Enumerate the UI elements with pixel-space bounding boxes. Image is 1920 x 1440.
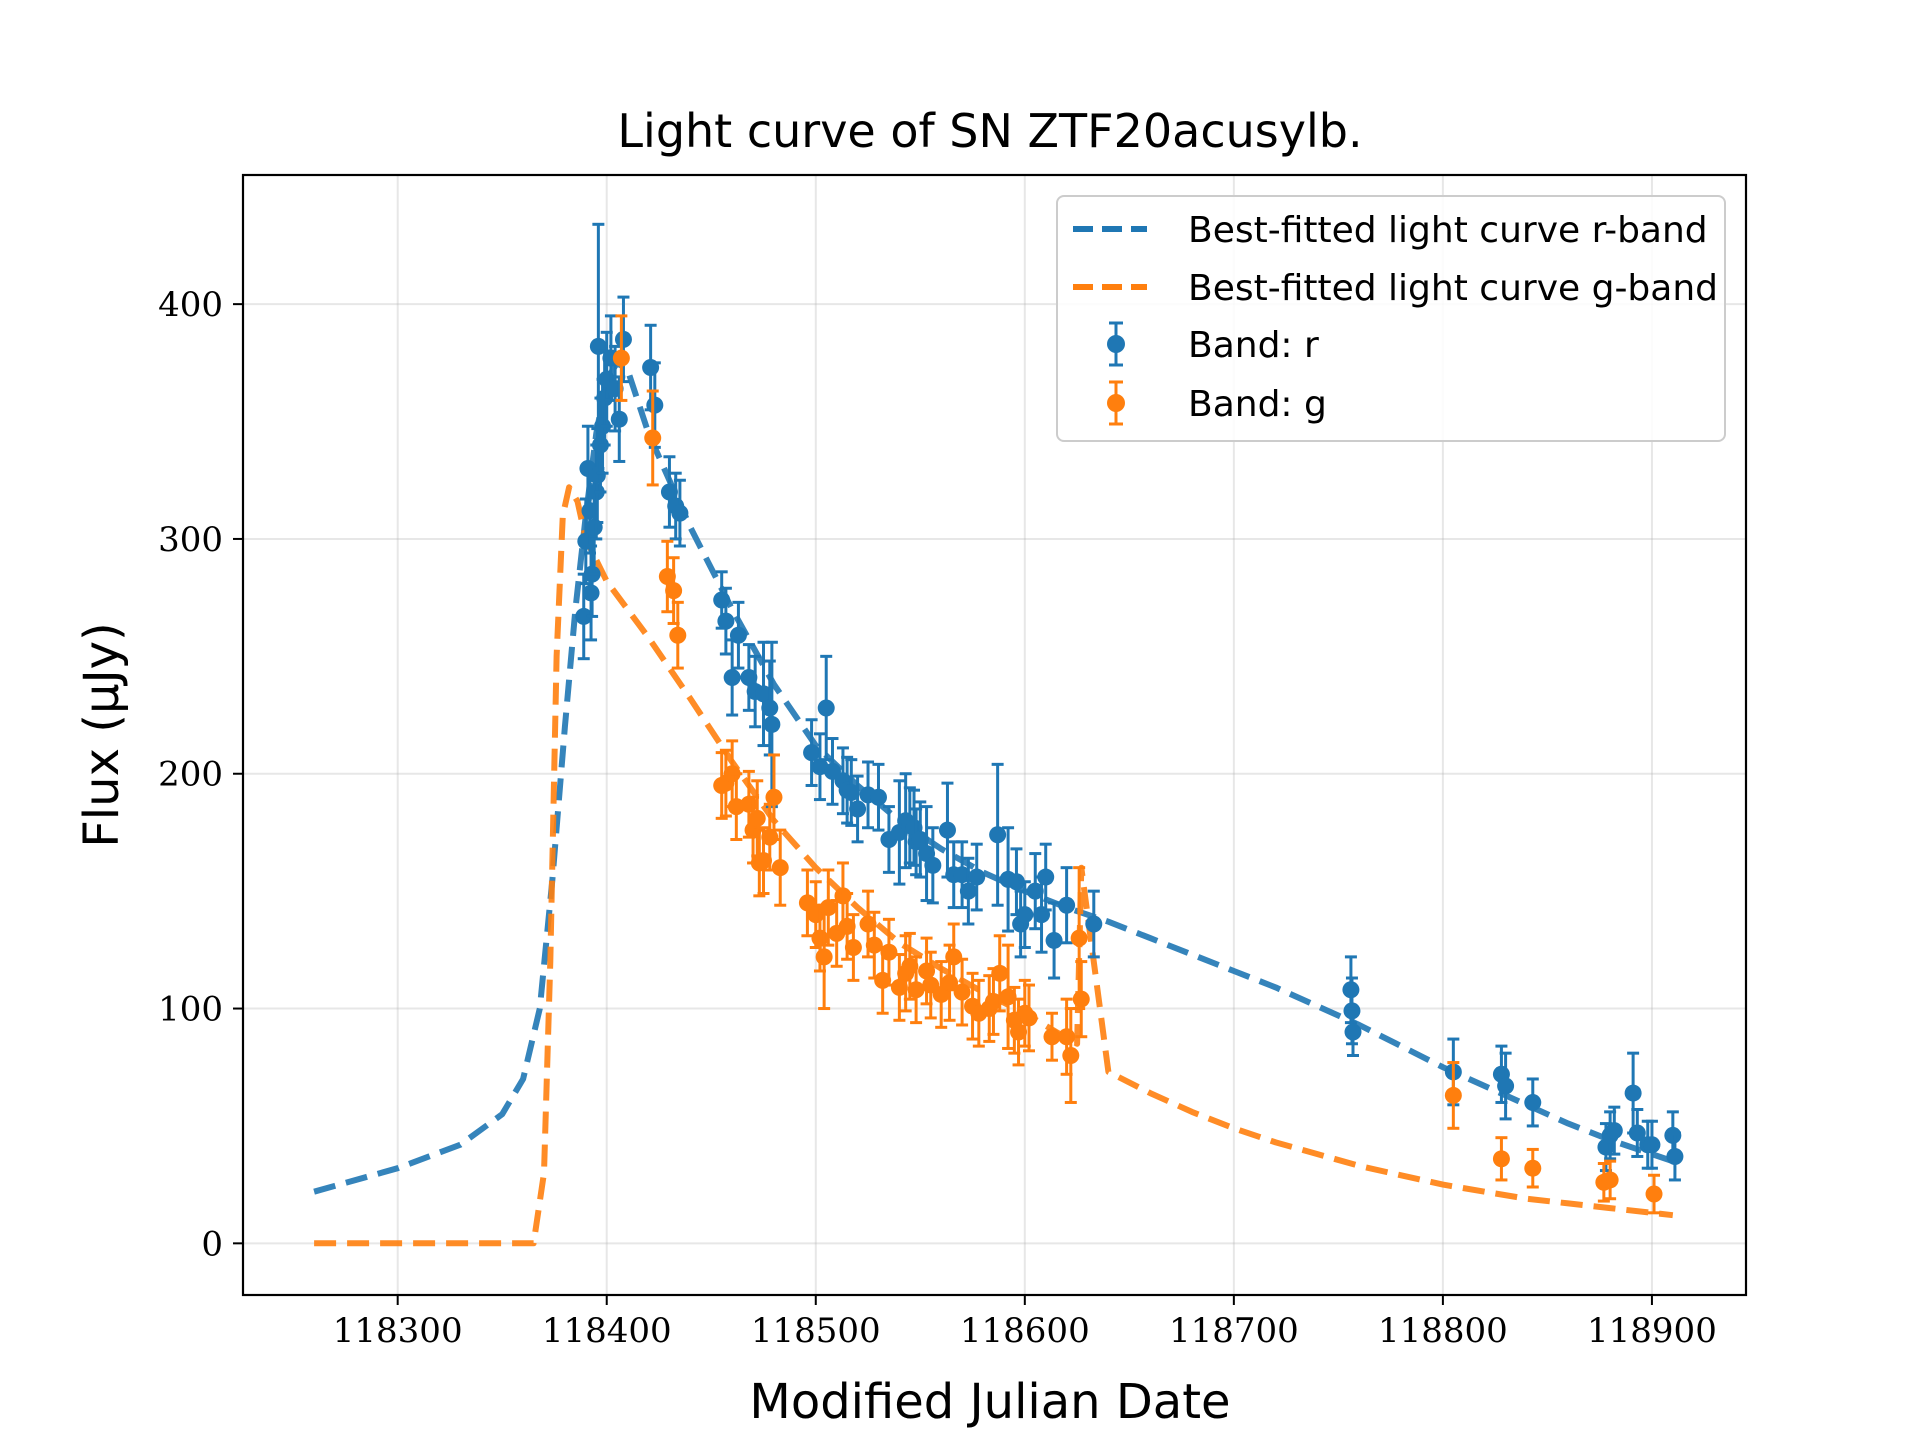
legend-box: [1056, 195, 1726, 442]
data-point-r: [1666, 1131, 1684, 1182]
data-point-r: [849, 774, 867, 844]
data-point-r: [1016, 880, 1034, 949]
data-point-g: [874, 945, 892, 1015]
data-point-r: [1045, 901, 1063, 980]
data-point-g: [658, 539, 676, 614]
x-tick-label: 118500: [751, 1311, 881, 1351]
data-point-g: [865, 910, 883, 980]
data-point-g: [1070, 866, 1088, 1011]
data-point-r: [614, 295, 632, 384]
y-tick-label: 0: [201, 1224, 223, 1264]
data-point-g: [1444, 1061, 1462, 1130]
data-point-g: [612, 314, 630, 402]
data-point-g: [1043, 1011, 1061, 1062]
y-tick-label: 400: [158, 285, 223, 325]
data-point-r: [1628, 1108, 1646, 1158]
legend-r-curve-label: Best-fitted light curve r-band: [1188, 210, 1708, 251]
data-point-r: [989, 762, 1007, 907]
x-tick-label: 118400: [542, 1311, 672, 1351]
data-point-r: [610, 375, 628, 463]
data-point-g: [669, 600, 687, 670]
data-point-r: [755, 640, 773, 748]
data-point-g: [644, 389, 662, 487]
plot-frame: [241, 173, 1748, 1297]
data-point-r: [811, 732, 829, 802]
legend-g-points-label: Band: g: [1188, 384, 1327, 425]
data-point-r: [1643, 1119, 1661, 1170]
data-point-r: [968, 842, 986, 912]
data-point-r: [869, 762, 887, 832]
data-point-r: [763, 640, 781, 809]
data-point-g: [771, 828, 789, 907]
data-point-r: [918, 805, 936, 903]
data-point-r: [1524, 1077, 1542, 1128]
data-point-r: [1497, 1051, 1515, 1121]
data-point-g: [999, 943, 1017, 1050]
data-point-g: [1601, 1159, 1619, 1201]
data-point-g: [880, 917, 898, 987]
data-point-r: [761, 659, 779, 757]
legend-g-marker: [1107, 380, 1125, 426]
x-tick-label: 118300: [333, 1311, 463, 1351]
data-point-g: [991, 934, 1009, 1013]
data-point-r: [1058, 866, 1076, 945]
legend-g-curve-label: Best-fitted light curve g-band: [1188, 268, 1718, 309]
x-tick-label: 118800: [1378, 1311, 1508, 1351]
data-point-r: [880, 805, 898, 874]
data-point-r: [660, 455, 678, 529]
data-points: [575, 222, 1684, 1215]
data-point-r: [911, 800, 929, 879]
axis-ticks: 118300 118400 118500 118600 118700 118800 1189…: [158, 285, 1717, 1351]
data-point-r: [717, 586, 735, 656]
y-tick-label: 300: [158, 520, 223, 560]
data-point-r: [924, 826, 942, 905]
data-point-g: [815, 903, 833, 1011]
x-tick-label: 118600: [960, 1311, 1090, 1351]
x-tick-label: 118900: [1587, 1311, 1717, 1351]
data-point-r: [803, 718, 821, 787]
data-point-r: [1037, 842, 1055, 912]
data-point-g: [1645, 1173, 1663, 1215]
y-tick-label: 200: [158, 755, 223, 795]
data-point-r: [859, 760, 877, 830]
data-point-g: [665, 556, 683, 625]
data-point-g: [798, 868, 816, 938]
legend: Best-fitted light curve r-band Best-fitt…: [1056, 195, 1726, 442]
data-point-r: [817, 654, 835, 762]
data-point-r: [740, 643, 758, 712]
y-axis-label: Flux (μJy): [74, 622, 130, 848]
data-point-g: [1020, 983, 1038, 1053]
y-tick-label: 100: [158, 990, 223, 1030]
data-point-r: [959, 856, 977, 926]
data-point-r: [1344, 1007, 1362, 1058]
chart-title: Light curve of SN ZTF20acusylb.: [617, 104, 1362, 158]
legend-r-marker: [1107, 321, 1125, 367]
data-point-g: [890, 953, 908, 1022]
data-point-g: [932, 960, 950, 1029]
x-tick-label: 118700: [1169, 1311, 1299, 1351]
data-point-g: [765, 753, 783, 841]
data-point-g: [1524, 1147, 1542, 1189]
data-point-g: [1072, 960, 1090, 1039]
data-point-g: [748, 779, 766, 858]
data-point-r: [671, 478, 689, 548]
data-point-r: [1605, 1105, 1623, 1156]
data-point-g: [1492, 1136, 1510, 1182]
data-point-g: [907, 955, 925, 1025]
data-point-g: [953, 957, 971, 1027]
legend-r-points-label: Band: r: [1188, 325, 1319, 366]
data-point-g: [844, 913, 862, 982]
x-axis-label: Modified Julian Date: [749, 1374, 1230, 1430]
data-point-r: [729, 600, 747, 670]
data-point-g: [727, 772, 745, 841]
data-point-r: [1085, 889, 1103, 959]
data-point-g: [945, 922, 963, 992]
